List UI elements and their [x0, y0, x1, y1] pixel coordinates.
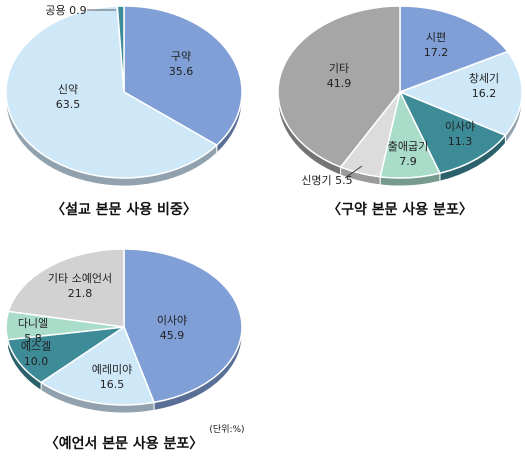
slice-value: 63.5 [56, 98, 81, 111]
slice-value: 5.8 [24, 332, 42, 345]
slice-label: 공용 0.9 [45, 4, 86, 17]
slice-value: 16.2 [472, 87, 497, 100]
slice-value: 21.8 [68, 287, 93, 300]
slice-value: 35.6 [169, 65, 194, 78]
pie-chart-3: 이사야 45.9 예레미야 16.5 에스겔 10.0 다니엘 5.8 기타 소예언서 21.8 〈… [5, 248, 245, 452]
pie-slice-5 [7, 248, 125, 328]
pie-slice-1 [123, 248, 243, 404]
slice-label: 신명기 5.5 [301, 174, 352, 187]
pie-slice-2 [397, 50, 523, 137]
slice-value: 16.5 [100, 378, 125, 391]
chart-caption: 〈구약 본문 사용 분포〉 [327, 201, 473, 218]
pie-slice-6 [277, 5, 401, 169]
slice-name: 출애굽기 [388, 140, 428, 153]
chart-caption: 〈예언서 본문 사용 분포〉 [45, 435, 204, 452]
pie-slice-1 [399, 5, 509, 94]
slice-name: 구약 [171, 49, 191, 63]
slice-name: 창세기 [469, 72, 499, 85]
slice-value: 45.9 [160, 329, 185, 342]
slice-name: 신약 [58, 82, 78, 96]
slice-name: 에스겔 [21, 340, 51, 353]
slice-value: 11.3 [448, 135, 473, 148]
pie-slice-3 [6, 326, 125, 384]
chart-caption: 〈설교 본문 사용 비중〉 [51, 202, 197, 218]
pie-slice-2 [39, 325, 156, 406]
unit-note: (단위:%) [209, 424, 244, 435]
slice-value: 7.9 [399, 155, 417, 168]
pie-chart-2: 시편 17.2 창세기 16.2 이사야 11.3 출애굽기 7.9 신명기 5.5 기타 41.9… [277, 5, 523, 218]
slice-name: 이사야 [445, 120, 475, 133]
slice-value: 17.2 [424, 46, 449, 59]
slice-value: 10.0 [24, 355, 49, 368]
pie-slice-2 [5, 5, 219, 179]
slice-name: 이사야 [157, 314, 187, 327]
pie-slice-1 [123, 5, 243, 147]
pie-slice-3 [398, 90, 507, 175]
slice-name: 기타 [329, 62, 349, 75]
pie-chart-1: 구약 35.6 신약 63.5 공용 0.9 〈설교 본문 사용 비중〉 [5, 4, 243, 218]
pie-slice-3 [116, 5, 125, 93]
slice-name: 예레미야 [92, 363, 132, 376]
slice-name: 시편 [426, 31, 446, 44]
slice-name: 기타 소예언서 [48, 272, 112, 285]
leader-line [344, 165, 363, 179]
slice-value: 41.9 [327, 77, 352, 90]
slice-name: 다니엘 [18, 317, 48, 330]
